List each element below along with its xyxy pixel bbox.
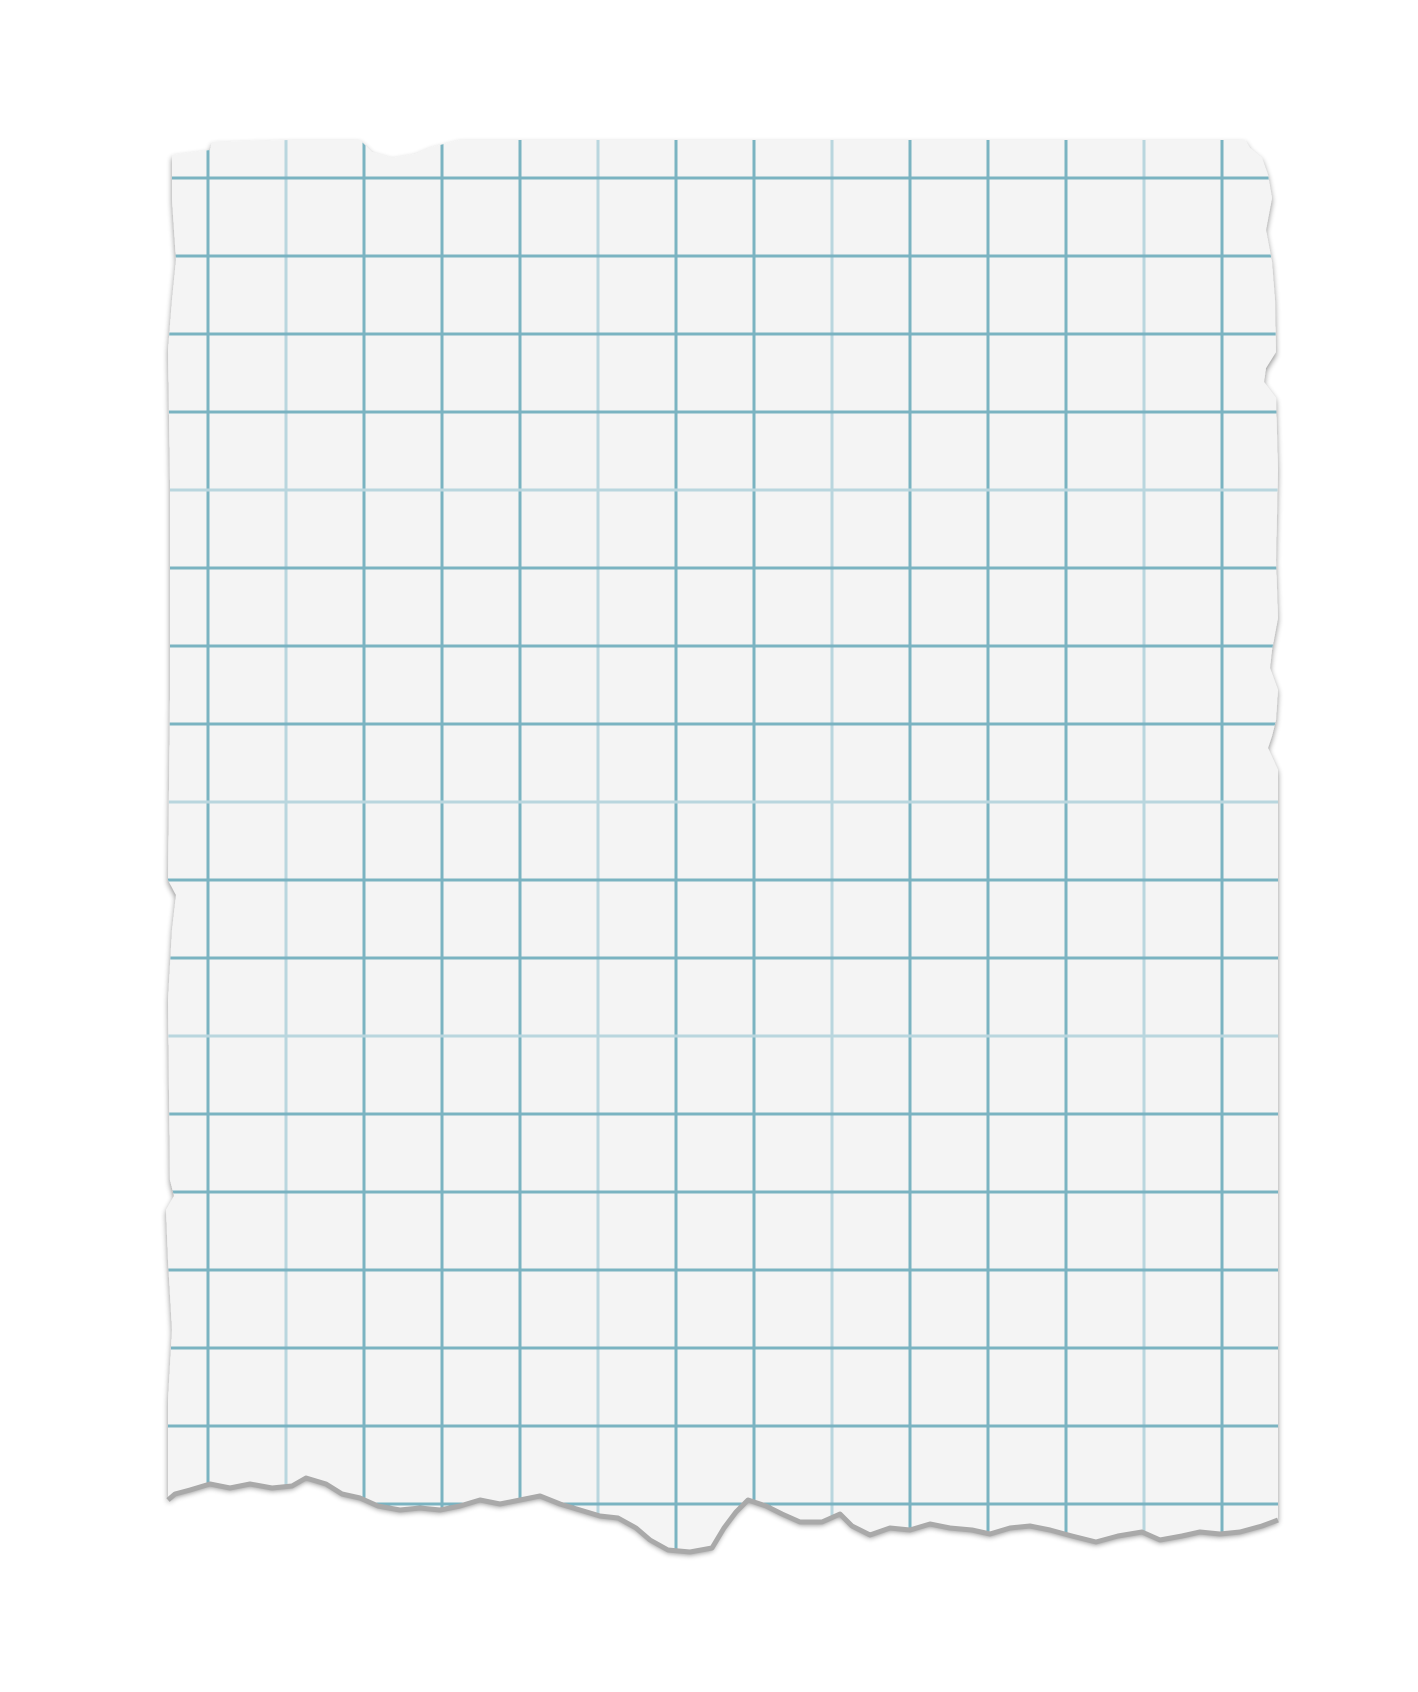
grid-lines (166, 140, 1278, 1552)
paper-sheet (166, 140, 1278, 1552)
paper-body (166, 140, 1278, 1552)
torn-bottom-edge (166, 1475, 1279, 1555)
